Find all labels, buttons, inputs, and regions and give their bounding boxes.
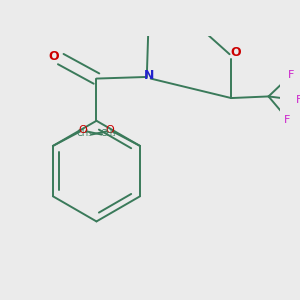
Text: O: O — [79, 125, 88, 135]
Text: CH₃: CH₃ — [101, 129, 116, 138]
Text: N: N — [143, 69, 154, 82]
Text: F: F — [284, 115, 291, 125]
Text: CH₃: CH₃ — [76, 129, 92, 138]
Text: O: O — [48, 50, 59, 63]
Text: O: O — [106, 125, 114, 135]
Text: F: F — [287, 70, 294, 80]
Text: F: F — [296, 95, 300, 105]
Text: O: O — [230, 46, 241, 59]
